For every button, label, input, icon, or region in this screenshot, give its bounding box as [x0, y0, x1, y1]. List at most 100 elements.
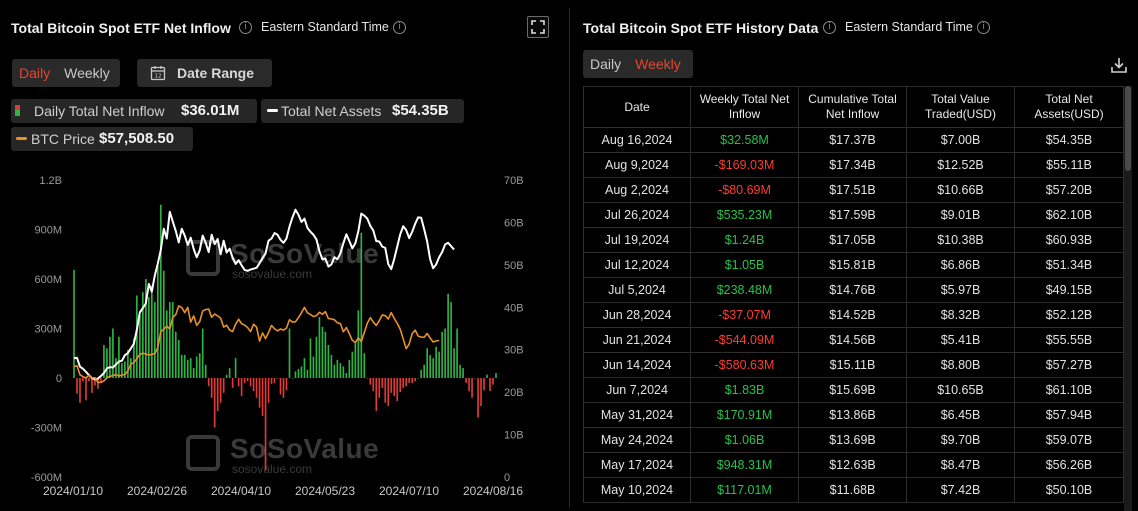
timezone-label: Eastern Standard Time	[845, 20, 973, 34]
watermark-url: sosovalue.com	[232, 267, 313, 281]
col-traded-header[interactable]: Total Value Traded(USD)	[906, 86, 1015, 128]
inflow-bar	[333, 364, 336, 378]
inflow-bar	[459, 364, 461, 378]
date-range-button[interactable]: 12 Date Range	[137, 59, 272, 87]
inflow-bar	[318, 316, 321, 378]
table-scrollbar[interactable]	[1124, 86, 1132, 511]
inflow-bar	[270, 378, 273, 384]
scrollbar-thumb[interactable]	[1125, 86, 1131, 171]
col-date-header[interactable]: Date	[583, 86, 691, 128]
inflow-bar	[186, 359, 189, 378]
x-axis-tick: 2024/01/10	[43, 484, 103, 498]
inflow-bar	[369, 378, 372, 385]
inflow-bar	[417, 378, 420, 379]
row-assets: $55.55B	[1014, 327, 1124, 353]
svg-text:12: 12	[155, 74, 162, 80]
inflow-bar	[444, 328, 446, 378]
row-assets: $57.94B	[1014, 402, 1124, 428]
tab-daily[interactable]: Daily	[590, 56, 622, 72]
table-row: Jul 5,2024 $238.48M $14.76B $5.97B $49.15B	[583, 277, 1124, 303]
total-net-assets-line	[73, 208, 455, 381]
inflow-bar	[282, 378, 285, 398]
inflow-bar	[210, 378, 213, 398]
inflow-bar	[354, 341, 357, 378]
table-row: Jun 21,2024 -$544.09M $14.56B $5.41B $55.55B	[583, 327, 1124, 353]
inflow-bar	[324, 331, 327, 378]
inflow-bar	[88, 378, 90, 382]
inflow-bar	[372, 378, 375, 392]
info-icon[interactable]: i	[977, 21, 990, 34]
row-date: May 17,2024	[583, 452, 691, 478]
left-axis-tick: 900M	[34, 225, 62, 237]
legend-price[interactable]: BTC Price $57,508.50	[11, 127, 193, 151]
tab-weekly[interactable]: Weekly	[64, 65, 110, 81]
inflow-bar	[306, 369, 309, 378]
row-weekly-inflow: $170.91M	[690, 402, 799, 428]
row-weekly-inflow: $535.23M	[690, 202, 799, 228]
info-icon[interactable]: i	[823, 21, 836, 34]
inflow-bar	[261, 378, 264, 416]
table-header-row: Date Weekly Total Net Inflow Cumulative …	[583, 86, 1124, 128]
table-row: Aug 16,2024 $32.58M $17.37B $7.00B $54.35B	[583, 127, 1124, 153]
inflow-chart[interactable]: 1.2B 900M 600M 300M 0 -300M -600M 70B 60B 50B 40B 3…	[0, 168, 566, 511]
inflow-bar	[115, 358, 117, 378]
inflow-bar	[339, 363, 342, 378]
inflow-bar	[384, 378, 387, 403]
row-assets: $50.10B	[1014, 477, 1124, 503]
inflow-bar	[100, 378, 102, 383]
inflow-bar	[279, 378, 282, 395]
row-date: Jul 26,2024	[583, 202, 691, 228]
inflow-bar	[486, 374, 488, 378]
inflow-bar	[255, 378, 258, 398]
col-cumulative-header[interactable]: Cumulative Total Net Inflow	[798, 86, 907, 128]
tab-weekly[interactable]: Weekly	[635, 56, 681, 72]
inflow-bar	[136, 295, 138, 378]
inflow-bar	[258, 378, 261, 408]
fullscreen-button[interactable]	[527, 16, 549, 38]
calendar-icon: 12	[150, 66, 166, 81]
x-axis-tick: 2024/02/26	[127, 484, 187, 498]
row-assets: $55.11B	[1014, 152, 1124, 178]
inflow-bar	[363, 353, 366, 378]
left-axis-tick: -600M	[31, 472, 62, 484]
inflow-bar	[468, 378, 470, 392]
inflow-bar	[267, 378, 270, 403]
legend-inflow[interactable]: Daily Total Net Inflow $36.01M	[11, 99, 257, 123]
row-assets: $61.10B	[1014, 377, 1124, 403]
inflow-bar	[474, 378, 476, 379]
inflow-bar	[312, 356, 315, 378]
row-cumulative: $17.05B	[798, 227, 907, 253]
info-icon[interactable]: i	[239, 21, 252, 34]
tab-daily[interactable]: Daily	[19, 65, 51, 81]
col-weekly-inflow-header[interactable]: Weekly Total Net Inflow	[690, 86, 799, 128]
row-weekly-inflow: -$169.03M	[690, 152, 799, 178]
row-weekly-inflow: $238.48M	[690, 277, 799, 303]
inflow-bar	[246, 378, 249, 382]
sosovalue-logo-icon	[186, 240, 220, 276]
inflow-bar	[219, 378, 222, 403]
download-icon[interactable]	[1110, 56, 1128, 74]
right-axis-tick: 30B	[504, 345, 524, 357]
info-icon[interactable]: i	[393, 21, 406, 34]
legend-label: BTC Price	[31, 131, 95, 147]
row-traded: $8.32B	[906, 302, 1015, 328]
inflow-bar	[393, 378, 396, 397]
row-traded: $9.70B	[906, 427, 1015, 453]
row-cumulative: $17.51B	[798, 177, 907, 203]
legend-assets[interactable]: Total Net Assets $54.35B	[261, 99, 464, 123]
inflow-bar	[156, 265, 159, 378]
x-axis-tick: 2024/05/23	[295, 484, 355, 498]
inflow-bar	[405, 378, 408, 387]
inflow-bar	[159, 204, 162, 378]
table-row: Jun 14,2024 -$580.63M $15.11B $8.80B $57.27B	[583, 352, 1124, 378]
row-weekly-inflow: $1.24B	[690, 227, 799, 253]
inflow-bar	[127, 349, 129, 378]
col-assets-header[interactable]: Total Net Assets(USD)	[1014, 86, 1124, 128]
inflow-bar	[438, 351, 440, 378]
inflow-bar	[252, 378, 255, 392]
watermark-name: SoSoValue	[230, 433, 380, 464]
inflow-bar	[103, 345, 105, 378]
inflow-bar	[330, 354, 333, 378]
row-traded: $10.38B	[906, 227, 1015, 253]
row-date: May 10,2024	[583, 477, 691, 503]
